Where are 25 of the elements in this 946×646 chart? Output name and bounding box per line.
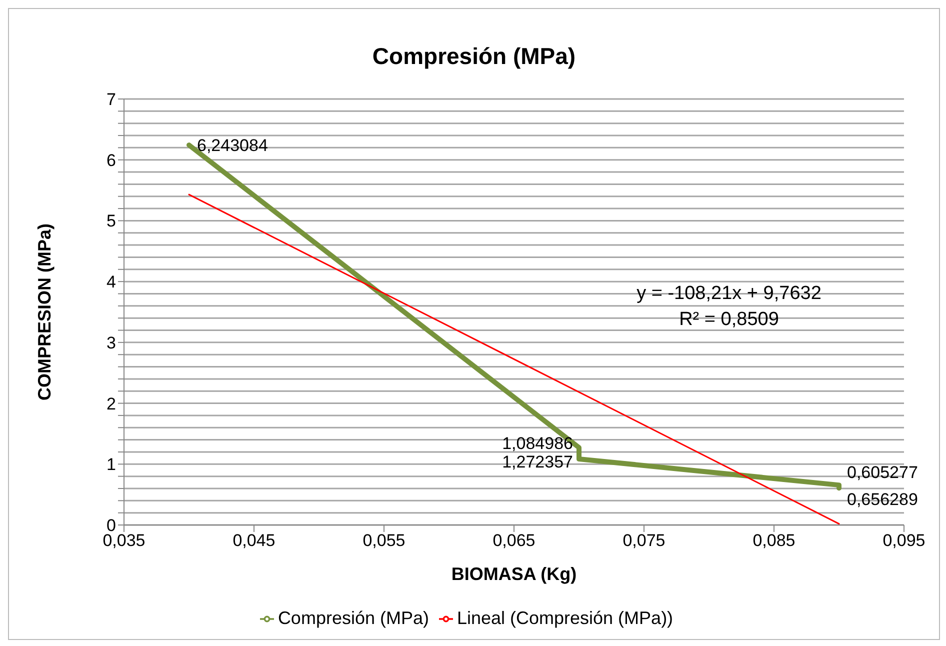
legend-label: Compresión (MPa): [278, 608, 429, 628]
x-tick-label: 0,095: [882, 531, 926, 550]
x-tick-label: 0,045: [232, 531, 276, 550]
x-tick-label: 0,085: [752, 531, 796, 550]
x-axis-title: BIOMASA (Kg): [451, 564, 577, 584]
data-label: 6,243084: [197, 136, 268, 156]
annotation: y = -108,21x + 9,7632: [636, 282, 822, 306]
data-label: 0,656289: [847, 490, 918, 510]
legend-label: Lineal (Compresión (MPa)): [456, 608, 674, 628]
x-tick-label: 0,055: [362, 531, 406, 550]
data-label: 0,605277: [847, 463, 918, 482]
y-tick-label: 6: [106, 150, 116, 170]
y-tick-label: 7: [106, 90, 116, 110]
data-label: 1,084986: [502, 434, 573, 453]
x-tick-label: 0,065: [492, 531, 536, 550]
y-tick-label: 2: [106, 394, 116, 414]
y-tick-label: 3: [106, 333, 116, 352]
annotation: R² = 0,8509: [678, 308, 780, 332]
y-axis-title: COMPRESION (MPa): [34, 223, 54, 401]
chart-title: Compresión (MPa): [371, 43, 577, 70]
data-label: 1,272357: [502, 452, 573, 472]
y-tick-label: 1: [106, 455, 116, 474]
x-tick-label: 0,075: [622, 531, 666, 550]
y-tick-label: 4: [106, 272, 116, 292]
y-tick-label: 5: [106, 212, 116, 231]
